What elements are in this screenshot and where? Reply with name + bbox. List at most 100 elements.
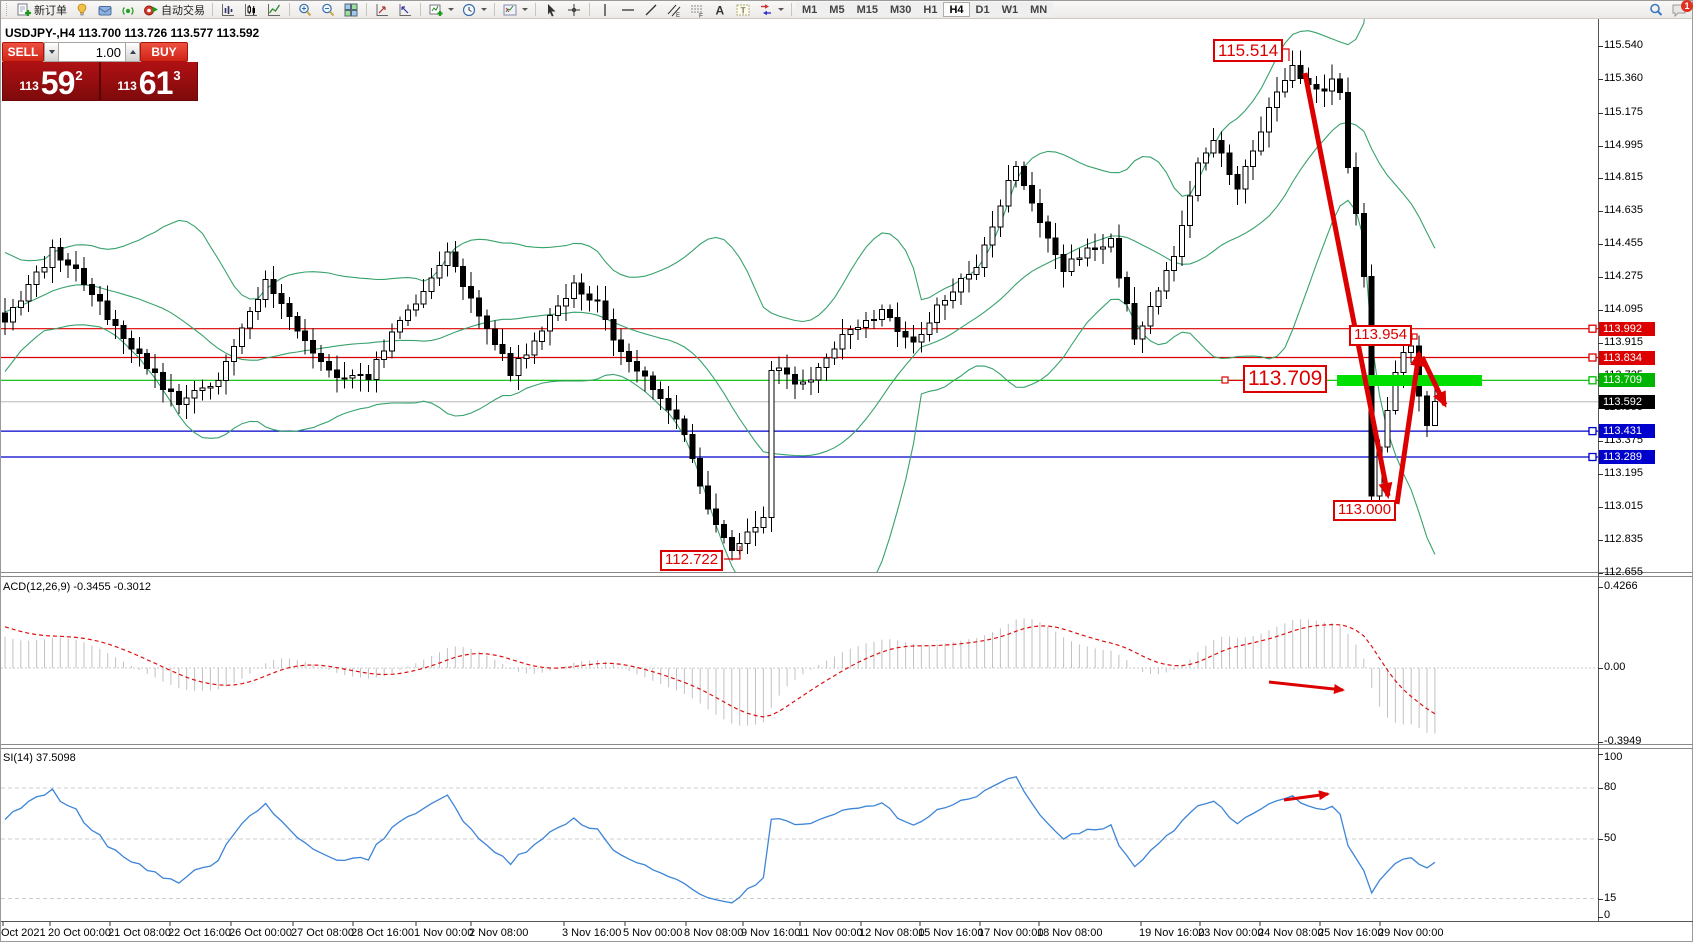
price-axis-label: 114.275 [1604, 269, 1643, 282]
toolbar-tline-button[interactable] [640, 2, 662, 17]
toolbar-button-label: 新订单 [34, 4, 67, 17]
timeframe-button-M5[interactable]: M5 [823, 2, 851, 17]
tile-windows-icon [343, 2, 359, 18]
toolbar-zoom-out-button[interactable] [317, 2, 339, 17]
price-axis-label: 115.360 [1604, 71, 1643, 84]
text-icon: A [712, 2, 728, 18]
price-annotation[interactable]: 113.954 [1349, 325, 1413, 346]
toolbar-arrange-left-button[interactable] [371, 2, 393, 17]
search-icon[interactable] [1648, 2, 1664, 23]
toolbar-text-button[interactable]: A [709, 2, 731, 17]
zoom-in-icon [297, 2, 313, 18]
toolbar-lamp-button[interactable] [71, 2, 93, 17]
time-axis-label: 8 Nov 08:00 [684, 927, 744, 939]
toolbar-channel-button[interactable]: E [663, 2, 685, 18]
buy-price-display[interactable]: 113 61 3 [101, 62, 197, 100]
toolbar-vline-button[interactable] [594, 2, 616, 17]
price-annotation[interactable]: 112.722 [660, 550, 724, 571]
toolbar-fibo-button[interactable]: F [686, 2, 708, 18]
time-axis-label: 17 Nov 00:00 [978, 927, 1044, 939]
toolbar-right-group: 1 [1648, 0, 1693, 23]
chevron-down-icon [481, 8, 487, 11]
price-axis-label: 113.195 [1604, 467, 1643, 480]
price-badge: 113.709 [1599, 373, 1655, 388]
toolbar-mailbox-button[interactable] [94, 2, 116, 17]
tline-icon [643, 2, 659, 18]
time-axis-label: 28 Oct 16:00 [351, 927, 414, 939]
timeframe-button-H4[interactable]: H4 [943, 2, 970, 17]
timeframe-button-H1[interactable]: H1 [917, 2, 944, 17]
toolbar-tile-windows-button[interactable] [340, 2, 362, 17]
trade-panel-top-row: SELL BUY [2, 42, 198, 62]
time-axis-label: 2 Nov 08:00 [469, 927, 529, 939]
volume-increase-button[interactable] [125, 42, 140, 62]
timeframe-button-MN[interactable]: MN [1024, 2, 1054, 17]
price-annotation[interactable]: 115.514 [1213, 39, 1284, 63]
crosshair-icon [566, 2, 582, 18]
toolbar-button-label: 自动交易 [161, 4, 205, 17]
chevron-down-icon [448, 8, 454, 11]
rsi-axis-label: 0 [1604, 909, 1611, 921]
volume-input[interactable] [59, 42, 125, 62]
toolbar-separator [791, 3, 792, 16]
volume-decrease-button[interactable] [44, 42, 59, 62]
timeframe-button-D1[interactable]: D1 [969, 2, 996, 17]
time-axis-label: 19 Nov 16:00 [1139, 927, 1205, 939]
chat-icon[interactable]: 1 [1671, 0, 1693, 23]
toolbar-signal-button[interactable] [117, 2, 139, 17]
sell-price-prefix: 113 [19, 79, 39, 93]
toolbar-arrows-tool-button[interactable] [755, 2, 787, 17]
rsi-axis-label: 15 [1604, 891, 1617, 904]
toolbar-new-order-button[interactable]: 新订单 [13, 2, 70, 17]
buy-button[interactable]: BUY [140, 42, 188, 62]
chart-bars-icon [220, 2, 236, 18]
price-axis-label: 114.815 [1604, 171, 1643, 184]
toolbar-clock-button[interactable] [458, 2, 490, 17]
time-axis-label: 22 Oct 16:00 [168, 927, 231, 939]
time-axis-label: 27 Oct 08:00 [291, 927, 354, 939]
toolbar-chart-candles-button[interactable] [240, 2, 262, 17]
toolbar-separator [289, 3, 290, 16]
toolbar-autotrade-button[interactable]: 自动交易 [140, 2, 208, 17]
toolbar-add-chart-button[interactable] [425, 2, 457, 17]
chart-line-icon [266, 2, 282, 18]
price-annotation[interactable]: 113.709 [1243, 365, 1328, 393]
notification-badge[interactable]: 1 [1681, 0, 1693, 12]
timeframe-button-M15[interactable]: M15 [850, 2, 884, 17]
toolbar-separator [420, 3, 421, 16]
signal-icon [120, 2, 136, 18]
toolbar-cursor-button[interactable] [540, 2, 562, 17]
timeframe-button-M30[interactable]: M30 [883, 2, 918, 17]
buy-price-big: 61 [138, 65, 174, 101]
toolbar-separator [589, 3, 590, 16]
price-annotation[interactable]: 113.000 [1333, 500, 1397, 521]
price-axis-label: 114.095 [1604, 302, 1643, 315]
timeframe-button-M1[interactable]: M1 [796, 2, 824, 17]
arrange-right-icon [397, 2, 413, 18]
toolbar-grip[interactable] [6, 3, 10, 16]
timeframe-button-W1[interactable]: W1 [995, 2, 1025, 17]
mailbox-icon [97, 2, 113, 18]
toolbar-textlabel-button[interactable]: T [732, 2, 754, 17]
toolbar-zoom-in-button[interactable] [294, 2, 316, 17]
price-axis-label: 112.835 [1604, 532, 1643, 545]
rsi-axis-label: 100 [1604, 751, 1623, 763]
sell-price-display[interactable]: 113 59 2 [3, 62, 101, 100]
add-chart-icon [428, 2, 444, 18]
toolbar-chart-line-button[interactable] [263, 2, 285, 17]
sell-button[interactable]: SELL [2, 42, 44, 62]
toolbar-chart-bars-button[interactable] [217, 2, 239, 17]
rsi-axis-label: 50 [1604, 832, 1617, 844]
timeframe-toolbar: M1 M5 M15 M30 H1 H4 D1 W1 MN [796, 2, 1054, 17]
svg-text:T: T [741, 5, 746, 15]
chart-header: USDJPY-,H4 113.700 113.726 113.577 113.5… [5, 26, 260, 40]
lamp-icon [74, 2, 90, 18]
toolbar-crosshair-button[interactable] [563, 2, 585, 17]
toolbar-hline-button[interactable] [617, 2, 639, 17]
toolbar-arrange-right-button[interactable] [394, 2, 416, 17]
time-axis-label: 11 Nov 00:00 [798, 927, 863, 939]
toolbar-template-button[interactable] [499, 2, 531, 17]
